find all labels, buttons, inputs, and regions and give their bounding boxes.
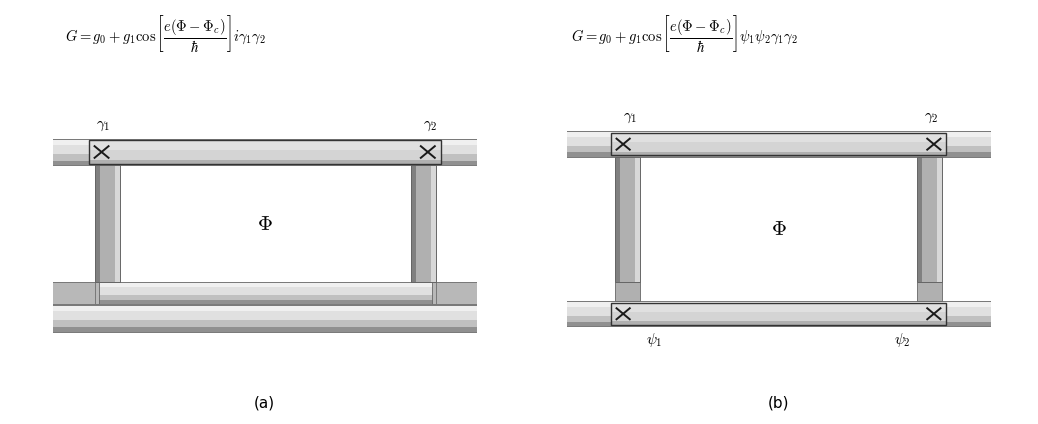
Bar (431, 165, 436, 282)
Bar (611, 133, 946, 155)
Bar (563, 137, 994, 146)
Bar (49, 282, 99, 304)
Bar (49, 154, 481, 161)
Text: $\Phi$: $\Phi$ (770, 219, 787, 239)
Bar (119, 165, 411, 282)
Bar (611, 152, 946, 155)
Bar (88, 140, 441, 164)
Text: $\psi_1$: $\psi_1$ (647, 331, 663, 349)
Bar (563, 301, 994, 307)
Bar (49, 139, 481, 145)
Bar (616, 157, 620, 282)
Bar (918, 157, 922, 282)
Bar (88, 160, 441, 164)
Text: $\gamma_2$: $\gamma_2$ (422, 118, 437, 133)
Bar (49, 311, 481, 320)
Bar (411, 165, 436, 282)
Bar (611, 303, 946, 312)
Bar (922, 157, 937, 282)
Bar (49, 161, 481, 165)
Bar (95, 300, 436, 304)
Text: $G = g_0 + g_1 \cos\left[\dfrac{e(\Phi - \Phi_c)}{\hbar}\right] \psi_1\psi_2\gam: $G = g_0 + g_1 \cos\left[\dfrac{e(\Phi -… (571, 13, 797, 54)
Bar (95, 165, 100, 282)
Bar (616, 157, 639, 282)
Bar (411, 165, 416, 282)
Bar (563, 152, 994, 157)
Bar (611, 133, 946, 155)
Bar (620, 157, 635, 282)
Bar (88, 140, 441, 164)
Bar (49, 320, 481, 327)
Bar (49, 327, 481, 332)
Bar (639, 157, 918, 301)
Bar (95, 287, 436, 295)
Bar (563, 307, 994, 315)
Bar (611, 133, 946, 142)
Bar (100, 165, 115, 282)
Bar (918, 282, 941, 301)
Bar (563, 131, 994, 137)
Text: $\gamma_1$: $\gamma_1$ (97, 118, 111, 133)
Bar (563, 315, 994, 322)
Bar (611, 303, 946, 325)
Bar (563, 301, 994, 326)
Bar (49, 139, 481, 165)
Bar (937, 157, 941, 282)
Bar (115, 165, 119, 282)
Bar (95, 282, 436, 287)
Bar (611, 303, 946, 325)
Text: $\gamma_2$: $\gamma_2$ (924, 110, 938, 125)
Bar (918, 157, 941, 282)
Text: $\Phi$: $\Phi$ (256, 214, 273, 234)
Text: $\psi_2$: $\psi_2$ (894, 331, 910, 349)
Bar (95, 165, 119, 282)
Bar (563, 131, 994, 157)
Bar (611, 321, 946, 325)
Bar (49, 305, 481, 311)
Bar (95, 282, 436, 304)
Text: $\gamma_1$: $\gamma_1$ (623, 110, 637, 125)
Bar (416, 165, 431, 282)
Bar (432, 282, 913, 304)
Bar (95, 295, 436, 300)
Bar (49, 145, 481, 154)
Text: (a): (a) (254, 395, 275, 410)
Bar (88, 140, 441, 150)
Bar (635, 157, 639, 282)
Bar (563, 322, 994, 326)
Bar (616, 282, 639, 301)
Bar (49, 305, 481, 332)
Text: $G = g_0 + g_1 \cos\left[\dfrac{e(\Phi - \Phi_c)}{\hbar}\right] i\gamma_1\gamma_: $G = g_0 + g_1 \cos\left[\dfrac{e(\Phi -… (65, 13, 266, 54)
Text: (b): (b) (768, 395, 789, 410)
Bar (563, 146, 994, 152)
